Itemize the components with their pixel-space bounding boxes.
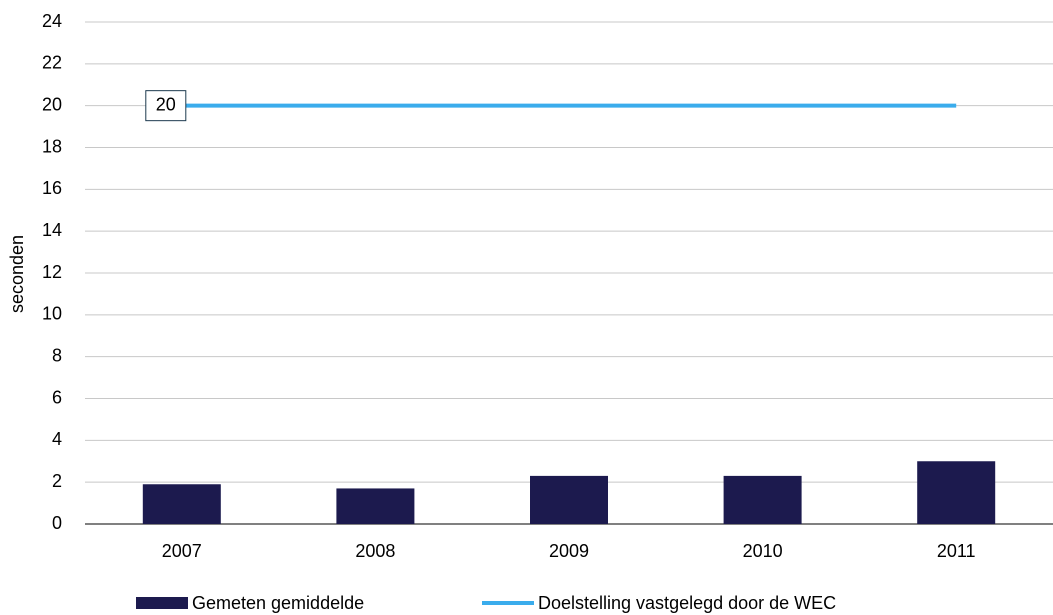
x-tick-label: 2008: [355, 541, 395, 561]
x-tick-label: 2010: [743, 541, 783, 561]
y-tick-label: 12: [42, 262, 62, 282]
legend-swatch: [136, 597, 188, 609]
y-tick-label: 14: [42, 220, 62, 240]
y-tick-label: 24: [42, 11, 62, 31]
y-tick-label: 16: [42, 178, 62, 198]
y-tick-label: 8: [52, 345, 62, 365]
y-tick-label: 18: [42, 136, 62, 156]
data-label: 20: [156, 94, 176, 114]
bar: [336, 488, 415, 524]
data-label-box: [145, 90, 187, 122]
legend-label: Doelstelling vastgelegd door de WEC: [538, 593, 836, 613]
bar: [917, 461, 996, 524]
y-tick-label: 2: [52, 471, 62, 491]
x-tick-label: 2009: [549, 541, 589, 561]
x-tick-label: 2011: [937, 541, 976, 561]
y-tick-label: 22: [42, 53, 62, 73]
bar: [142, 484, 221, 524]
y-tick-label: 0: [52, 513, 62, 533]
y-tick-label: 20: [42, 94, 62, 114]
y-tick-label: 10: [42, 304, 62, 324]
y-tick-label: 6: [52, 387, 62, 407]
x-tick-label: 2007: [162, 541, 202, 561]
legend-label: Gemeten gemiddelde: [192, 593, 364, 613]
bar: [530, 475, 608, 524]
y-tick-label: 4: [52, 429, 62, 449]
y-axis-label: seconden: [7, 235, 27, 313]
bar: [723, 475, 802, 524]
